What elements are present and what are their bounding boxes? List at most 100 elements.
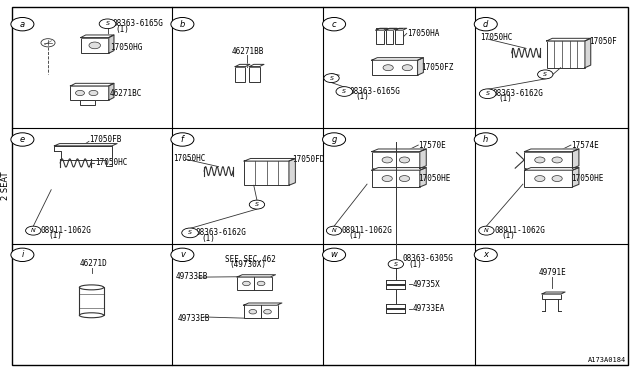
Polygon shape: [573, 149, 579, 168]
Text: 49733EB: 49733EB: [176, 272, 209, 280]
Text: g: g: [332, 135, 337, 144]
Text: 49733EB: 49733EB: [178, 314, 211, 323]
Circle shape: [535, 176, 545, 182]
Bar: [525, 152, 573, 168]
Bar: [79, 287, 104, 315]
Text: 08363-6165G: 08363-6165G: [349, 87, 400, 96]
Bar: [386, 279, 406, 284]
Text: S: S: [543, 72, 547, 77]
Circle shape: [336, 87, 353, 96]
Bar: [386, 30, 393, 44]
Text: 46271BB: 46271BB: [232, 47, 264, 56]
Polygon shape: [420, 167, 426, 187]
Text: (1): (1): [409, 260, 422, 269]
Polygon shape: [371, 58, 423, 60]
Polygon shape: [372, 149, 426, 152]
Text: SEE SEC.462: SEE SEC.462: [225, 255, 276, 264]
Text: S: S: [342, 89, 346, 94]
Polygon shape: [372, 167, 426, 170]
Circle shape: [264, 310, 271, 314]
Circle shape: [323, 248, 346, 262]
Text: 17570E: 17570E: [419, 141, 446, 150]
Circle shape: [399, 176, 410, 182]
Text: w: w: [331, 250, 337, 259]
Ellipse shape: [79, 285, 104, 290]
Bar: [237, 277, 255, 290]
Bar: [372, 152, 420, 168]
Text: S: S: [394, 262, 398, 267]
Circle shape: [171, 133, 194, 146]
Text: 17050HC: 17050HC: [95, 158, 127, 167]
Bar: [244, 305, 261, 318]
Text: A173A0184: A173A0184: [588, 357, 626, 363]
Circle shape: [324, 74, 339, 83]
Text: S: S: [330, 76, 333, 81]
Bar: [542, 294, 561, 299]
Circle shape: [89, 42, 100, 49]
Text: (49730X): (49730X): [230, 260, 266, 269]
Polygon shape: [250, 64, 264, 67]
Polygon shape: [109, 83, 114, 100]
Bar: [250, 67, 260, 82]
Circle shape: [474, 133, 497, 146]
Circle shape: [89, 90, 98, 96]
Polygon shape: [525, 149, 579, 152]
Text: 17050HE: 17050HE: [419, 174, 451, 183]
Bar: [372, 170, 420, 187]
Circle shape: [402, 65, 412, 71]
Bar: [386, 285, 406, 289]
Text: (1): (1): [115, 25, 129, 33]
Text: i: i: [21, 250, 24, 259]
Bar: [81, 38, 109, 53]
Text: S: S: [106, 21, 109, 26]
Text: f: f: [181, 135, 184, 144]
Text: (1): (1): [48, 231, 62, 240]
Text: 17050HA: 17050HA: [407, 29, 440, 38]
Text: 08363-6165G: 08363-6165G: [113, 19, 163, 28]
Polygon shape: [236, 64, 250, 67]
Polygon shape: [244, 158, 295, 161]
Text: N: N: [484, 228, 489, 233]
Text: S: S: [188, 230, 192, 235]
Bar: [80, 100, 95, 105]
Text: 49733EA: 49733EA: [413, 304, 445, 313]
Text: 17050HC: 17050HC: [480, 33, 513, 42]
Polygon shape: [376, 28, 387, 30]
Polygon shape: [70, 83, 114, 86]
Circle shape: [383, 65, 393, 71]
Polygon shape: [54, 146, 112, 166]
Text: h: h: [483, 135, 488, 144]
Text: 2 SEAT: 2 SEAT: [1, 172, 10, 200]
Polygon shape: [573, 167, 579, 187]
Circle shape: [11, 17, 34, 31]
Text: (1): (1): [349, 231, 363, 240]
Circle shape: [257, 281, 265, 286]
Circle shape: [479, 226, 494, 235]
Circle shape: [26, 226, 41, 235]
Circle shape: [399, 157, 410, 163]
Text: 17050FD: 17050FD: [292, 155, 324, 164]
Ellipse shape: [79, 313, 104, 318]
Circle shape: [474, 17, 497, 31]
Bar: [244, 161, 289, 185]
Text: 08911-1062G: 08911-1062G: [41, 226, 92, 235]
Polygon shape: [386, 28, 397, 30]
Text: 17050FZ: 17050FZ: [422, 63, 454, 72]
Circle shape: [479, 89, 496, 99]
Circle shape: [382, 157, 392, 163]
Polygon shape: [237, 275, 276, 277]
Text: 08363-6162G: 08363-6162G: [195, 228, 246, 237]
Bar: [70, 86, 109, 100]
Bar: [386, 304, 406, 308]
Circle shape: [41, 39, 55, 47]
Polygon shape: [81, 35, 114, 38]
Text: (1): (1): [202, 234, 216, 243]
Circle shape: [171, 17, 194, 31]
Text: N: N: [31, 228, 36, 233]
Circle shape: [250, 200, 265, 209]
Circle shape: [11, 133, 34, 146]
Text: 17574E: 17574E: [571, 141, 598, 150]
Polygon shape: [585, 38, 591, 68]
Polygon shape: [396, 28, 407, 30]
Circle shape: [323, 17, 346, 31]
